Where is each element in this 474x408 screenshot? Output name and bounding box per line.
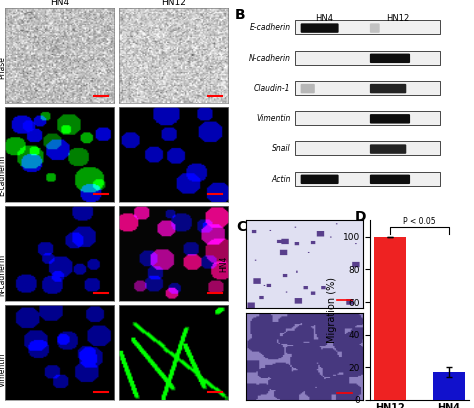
Y-axis label: E-cadherin: E-cadherin — [0, 155, 7, 196]
FancyBboxPatch shape — [370, 84, 406, 93]
Bar — [433, 372, 465, 400]
Y-axis label: Vimentin: Vimentin — [0, 352, 7, 387]
Text: HN4: HN4 — [315, 14, 333, 23]
Title: HN4: HN4 — [50, 0, 69, 7]
FancyBboxPatch shape — [370, 144, 406, 154]
FancyBboxPatch shape — [295, 81, 440, 95]
FancyBboxPatch shape — [301, 175, 338, 184]
Text: HN4: HN4 — [219, 256, 228, 272]
FancyBboxPatch shape — [301, 23, 338, 33]
Y-axis label: Migration (%): Migration (%) — [327, 277, 337, 343]
Text: Actin: Actin — [271, 175, 291, 184]
Text: B: B — [235, 8, 246, 22]
Text: HN12: HN12 — [386, 14, 410, 23]
Text: N-cadherin: N-cadherin — [248, 53, 291, 63]
FancyBboxPatch shape — [295, 111, 440, 125]
FancyBboxPatch shape — [370, 175, 410, 184]
Text: P < 0.05: P < 0.05 — [403, 217, 436, 226]
FancyBboxPatch shape — [301, 84, 315, 93]
Text: Vimentin: Vimentin — [256, 114, 291, 123]
Text: HN12: HN12 — [219, 346, 228, 367]
FancyBboxPatch shape — [295, 142, 440, 155]
Text: E-cadherin: E-cadherin — [249, 23, 291, 32]
FancyBboxPatch shape — [370, 53, 410, 63]
FancyBboxPatch shape — [295, 20, 440, 34]
Text: D: D — [355, 210, 366, 224]
Text: Snail: Snail — [272, 144, 291, 153]
Text: C: C — [237, 220, 247, 235]
Bar — [374, 237, 406, 400]
FancyBboxPatch shape — [295, 51, 440, 64]
FancyBboxPatch shape — [370, 114, 410, 124]
FancyBboxPatch shape — [370, 23, 380, 33]
Y-axis label: N-cadherin: N-cadherin — [0, 253, 7, 295]
FancyBboxPatch shape — [295, 172, 440, 186]
Title: HN12: HN12 — [161, 0, 186, 7]
Text: Claudin-1: Claudin-1 — [254, 84, 291, 93]
Y-axis label: Phase: Phase — [0, 56, 7, 79]
